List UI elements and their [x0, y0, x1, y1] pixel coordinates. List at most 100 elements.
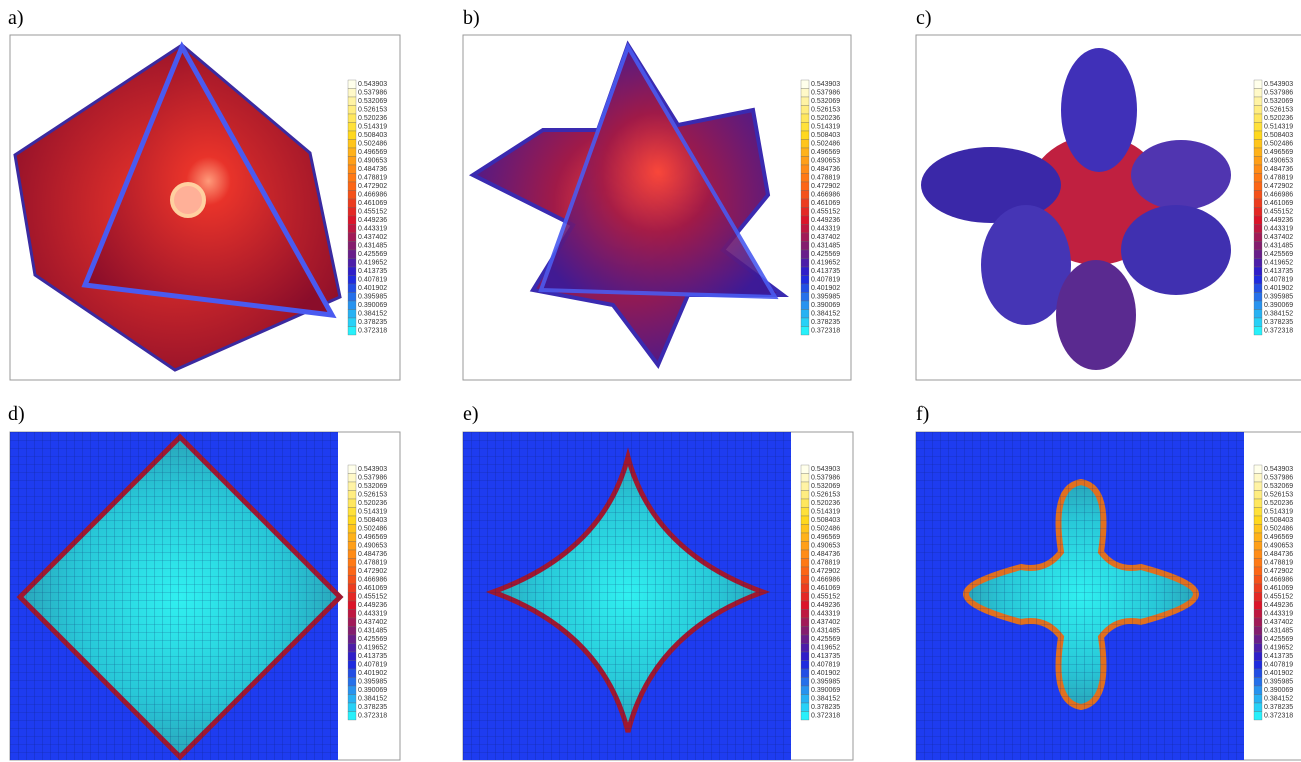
colorbar-label: 0.472902 — [811, 568, 840, 575]
colorbar-label: 0.437402 — [358, 234, 387, 241]
colorbar-label: 0.401902 — [811, 285, 840, 292]
colorbar-label: 0.532069 — [358, 483, 387, 490]
colorbar-swatch — [348, 499, 356, 508]
colorbar-label: 0.478819 — [358, 560, 387, 567]
colorbar-label: 0.437402 — [1264, 234, 1293, 241]
colorbar-swatch — [801, 550, 809, 559]
colorbar-swatch — [801, 644, 809, 653]
colorbar-label: 0.372318 — [358, 713, 387, 720]
colorbar-label: 0.537986 — [358, 90, 387, 97]
colorbar-label: 0.419652 — [358, 645, 387, 652]
colorbar-label: 0.372318 — [811, 328, 840, 335]
lobe — [1121, 205, 1231, 295]
colorbar-swatch — [1254, 474, 1262, 483]
colorbar-label: 0.455152 — [811, 594, 840, 601]
colorbar-label: 0.461069 — [1264, 200, 1293, 207]
colorbar-swatch — [801, 652, 809, 661]
colorbar-swatch — [801, 199, 809, 208]
colorbar-label: 0.431485 — [358, 628, 387, 635]
colorbar-label: 0.455152 — [358, 594, 387, 601]
colorbar-swatch — [801, 499, 809, 508]
colorbar-swatch — [348, 267, 356, 276]
colorbar-label: 0.484736 — [1264, 551, 1293, 558]
colorbar-swatch — [348, 618, 356, 627]
colorbar-swatch — [801, 669, 809, 678]
colorbar-swatch — [348, 157, 356, 166]
colorbar-swatch — [348, 533, 356, 542]
colorbar-swatch — [348, 293, 356, 302]
colorbar-label: 0.490653 — [1264, 543, 1293, 550]
colorbar-label: 0.461069 — [811, 200, 840, 207]
colorbar-swatch — [348, 284, 356, 293]
colorbar-swatch — [1254, 225, 1262, 234]
colorbar-swatch — [348, 131, 356, 140]
colorbar-label: 0.407819 — [358, 662, 387, 669]
colorbar-label: 0.413735 — [358, 653, 387, 660]
colorbar-swatch — [801, 474, 809, 483]
colorbar-label: 0.508403 — [358, 132, 387, 139]
colorbar-label: 0.443319 — [811, 611, 840, 618]
colorbar-swatch — [801, 627, 809, 636]
colorbar-swatch — [1254, 499, 1262, 508]
colorbar-label: 0.443319 — [1264, 611, 1293, 618]
colorbar-label: 0.532069 — [811, 483, 840, 490]
colorbar-label: 0.443319 — [358, 226, 387, 233]
colorbar-label: 0.425569 — [1264, 636, 1293, 643]
colorbar-label: 0.449236 — [358, 217, 387, 224]
colorbar-label: 0.378235 — [358, 704, 387, 711]
colorbar-swatch — [801, 165, 809, 174]
colorbar-swatch — [801, 686, 809, 695]
colorbar-label: 0.372318 — [811, 713, 840, 720]
colorbar-swatch — [801, 491, 809, 500]
colorbar-swatch — [348, 191, 356, 200]
colorbar-label: 0.431485 — [358, 243, 387, 250]
colorbar-swatch — [1254, 516, 1262, 525]
colorbar-swatch — [801, 182, 809, 191]
colorbar-swatch — [801, 533, 809, 542]
colorbar-swatch — [801, 157, 809, 166]
colorbar-swatch — [801, 225, 809, 234]
colorbar-swatch — [801, 695, 809, 704]
colorbar-label: 0.407819 — [1264, 662, 1293, 669]
colorbar-label: 0.437402 — [1264, 619, 1293, 626]
panel-b — [463, 35, 851, 380]
colorbar-label: 0.455152 — [1264, 209, 1293, 216]
colorbar-swatch — [348, 114, 356, 123]
colorbar-swatch — [348, 652, 356, 661]
colorbar-swatch — [348, 140, 356, 149]
colorbar-swatch — [348, 482, 356, 491]
colorbar-swatch — [1254, 89, 1262, 98]
lobe — [1061, 48, 1137, 172]
colorbar-label: 0.532069 — [358, 98, 387, 105]
colorbar-swatch — [801, 242, 809, 251]
colorbar-swatch — [801, 618, 809, 627]
colorbar-label: 0.401902 — [1264, 670, 1293, 677]
panel-label: f) — [916, 403, 929, 425]
colorbar-swatch — [348, 233, 356, 242]
colorbar-label: 0.390069 — [1264, 687, 1293, 694]
lobe — [1131, 140, 1231, 210]
colorbar-swatch — [1254, 123, 1262, 132]
colorbar-label: 0.478819 — [358, 175, 387, 182]
colorbar-label: 0.437402 — [811, 619, 840, 626]
colorbar-label: 0.478819 — [811, 175, 840, 182]
colorbar-swatch — [348, 97, 356, 106]
colorbar-label: 0.395985 — [811, 294, 840, 301]
colorbar-swatch — [801, 293, 809, 302]
colorbar-swatch — [801, 106, 809, 115]
colorbar-swatch — [801, 508, 809, 517]
colorbar-swatch — [801, 610, 809, 619]
colorbar-swatch — [801, 576, 809, 585]
colorbar-swatch — [801, 191, 809, 200]
colorbar-label: 0.461069 — [811, 585, 840, 592]
colorbar-label: 0.526153 — [811, 492, 840, 499]
colorbar-label: 0.413735 — [811, 653, 840, 660]
colorbar-swatch — [1254, 199, 1262, 208]
colorbar-label: 0.520236 — [1264, 500, 1293, 507]
colorbar-swatch — [1254, 601, 1262, 610]
colorbar-swatch — [801, 97, 809, 106]
colorbar-label: 0.520236 — [1264, 115, 1293, 122]
colorbar-swatch — [801, 601, 809, 610]
colorbar-swatch — [348, 199, 356, 208]
colorbar-label: 0.413735 — [1264, 268, 1293, 275]
